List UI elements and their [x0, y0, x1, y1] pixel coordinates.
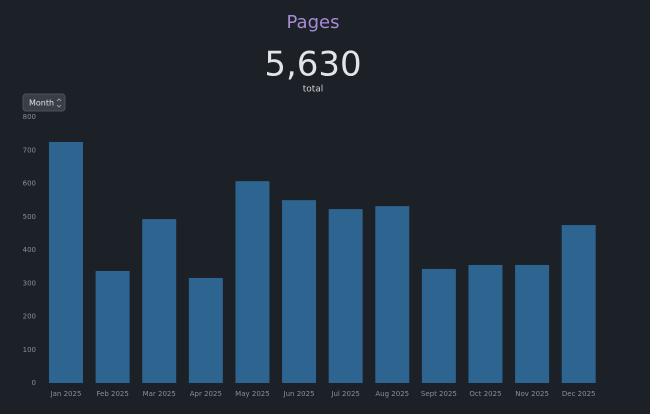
x-tick-label: Jan 2025 — [50, 390, 82, 398]
y-tick-label: 500 — [23, 213, 36, 221]
x-tick-label: Dec 2025 — [562, 390, 596, 398]
bar — [95, 270, 130, 383]
x-tick-label: May 2025 — [235, 390, 270, 398]
bar — [188, 277, 223, 383]
x-tick-label: Sept 2025 — [421, 390, 457, 398]
total-caption: total — [303, 85, 324, 95]
bar — [142, 219, 177, 383]
x-tick-label: Feb 2025 — [96, 390, 128, 398]
x-tick-label: Mar 2025 — [143, 390, 176, 398]
y-tick-label: 300 — [23, 279, 36, 287]
dropdown-box[interactable] — [22, 93, 66, 112]
y-tick-label: 400 — [23, 246, 36, 254]
y-tick-label: 100 — [23, 346, 36, 354]
bar — [328, 209, 363, 383]
period-dropdown[interactable]: Month — [22, 93, 66, 112]
bar — [235, 181, 270, 383]
chart-title: Pages — [287, 12, 340, 33]
x-tick-label: Apr 2025 — [190, 390, 222, 398]
x-tick-label: Jul 2025 — [330, 390, 360, 398]
x-tick-label: Oct 2025 — [469, 390, 501, 398]
y-tick-label: 200 — [23, 313, 36, 321]
x-tick-label: Jun 2025 — [283, 390, 315, 398]
y-tick-label: 700 — [23, 146, 36, 154]
bar — [49, 141, 84, 383]
bar — [421, 268, 456, 383]
x-tick-label: Aug 2025 — [375, 390, 409, 398]
y-tick-label: 800 — [23, 113, 36, 121]
x-tick-label: Nov 2025 — [515, 390, 549, 398]
y-tick-label: 0 — [32, 379, 36, 387]
bar — [282, 200, 317, 383]
y-tick-label: 600 — [23, 180, 36, 188]
bar — [515, 264, 550, 383]
dropdown-arrows — [56, 98, 62, 108]
bar — [468, 264, 503, 383]
bar — [375, 206, 410, 383]
total-value: 5,630 — [264, 45, 361, 85]
dropdown-label[interactable]: Month — [29, 99, 54, 108]
bar — [561, 225, 596, 383]
